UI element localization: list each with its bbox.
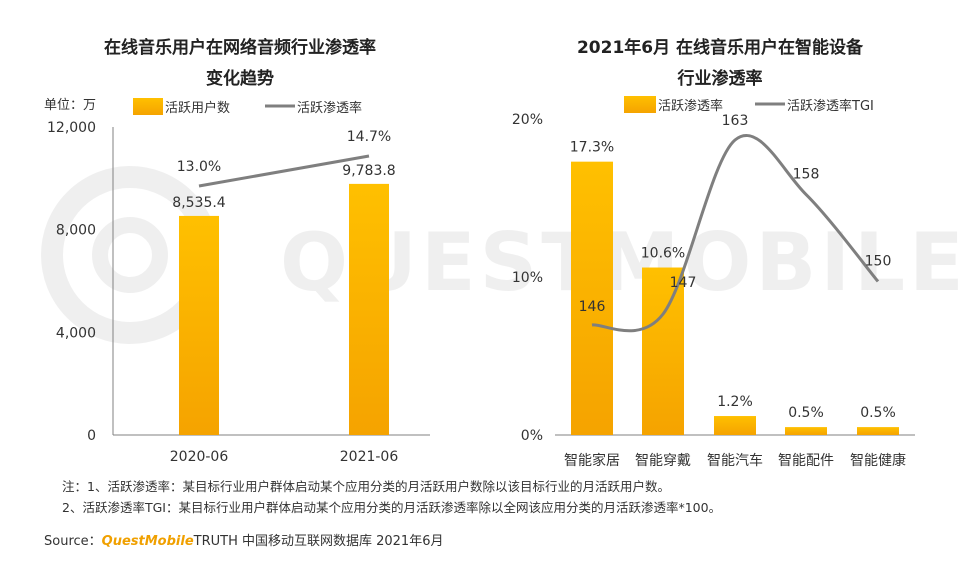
- left-line-path: [198, 154, 370, 188]
- right-x-tick-label: 智能配件: [778, 453, 834, 469]
- left-y-ticks: 0 4,000 8,000 12,000: [47, 120, 96, 444]
- left-x-ticks: 2020-06 2021-06: [170, 449, 399, 465]
- left-bars: 8,535.4 9,783.8: [172, 163, 396, 435]
- right-chart-title-line2: 行业渗透率: [677, 68, 763, 89]
- right-x-tick-label: 智能家居: [564, 452, 620, 469]
- right-chart-title: 2021年6月 在线音乐用户在智能设备: [577, 37, 864, 58]
- watermark: QUESTMOBILE: [41, 166, 960, 344]
- right-bar-value-label: 17.3%: [570, 140, 614, 156]
- right-bar-value-label: 0.5%: [788, 405, 824, 421]
- left-legend-line-label: 活跃渗透率: [297, 100, 362, 116]
- right-x-ticks: 智能家居 智能穿戴 智能汽车 智能配件 智能健康: [564, 452, 906, 469]
- note-line-2: 2、活跃渗透率TGI：某目标行业用户群体启动某个应用分类的月活跃渗透率除以全网该…: [62, 500, 721, 515]
- right-bar-value-label: 0.5%: [860, 405, 896, 421]
- right-line-value-label: 146: [579, 299, 606, 315]
- left-chart-title-line2: 变化趋势: [206, 68, 274, 89]
- left-line-series: 13.0% 14.7%: [177, 129, 391, 188]
- left-y-tick-label: 12,000: [47, 120, 96, 136]
- right-line-value-label: 163: [722, 113, 749, 129]
- source-suffix: TRUTH 中国移动互联网数据库 2021年6月: [193, 533, 444, 549]
- watermark-text: QUESTMOBILE: [280, 216, 960, 309]
- right-bar-value-label: 1.2%: [717, 394, 753, 410]
- right-bar: [571, 161, 613, 435]
- right-x-tick-label: 智能穿戴: [635, 453, 691, 469]
- right-legend-bar-swatch: [624, 96, 656, 113]
- right-bar-value-label: 10.6%: [641, 246, 685, 262]
- right-line-value-label: 158: [793, 166, 820, 182]
- left-line-value-label: 14.7%: [347, 129, 391, 145]
- left-y-tick-label: 0: [87, 428, 96, 444]
- left-x-tick-label: 2021-06: [340, 449, 399, 465]
- right-x-tick-label: 智能健康: [850, 452, 906, 469]
- right-line-value-label: 150: [865, 253, 892, 269]
- right-bar: [785, 427, 827, 435]
- right-y-tick-label: 20%: [512, 112, 543, 128]
- right-y-tick-label: 10%: [512, 270, 543, 286]
- right-chart: 2021年6月 在线音乐用户在智能设备 行业渗透率 活跃渗透率 活跃渗透率TGI…: [512, 37, 915, 469]
- right-legend-bar-label: 活跃渗透率: [658, 98, 723, 114]
- source-line: Source：QuestMobileTRUTH 中国移动互联网数据库 2021年…: [44, 533, 443, 549]
- source-brand: QuestMobile: [102, 534, 194, 549]
- left-unit-label: 单位：万: [44, 98, 96, 113]
- left-bar-value-label: 8,535.4: [172, 195, 226, 211]
- right-line-value-label: 147: [670, 275, 697, 291]
- left-legend-bar-label: 活跃用户数: [165, 100, 230, 116]
- right-bars: 17.3% 10.6% 1.2% 0.5% 0.5%: [570, 140, 899, 435]
- right-bar: [857, 427, 899, 435]
- left-x-tick-label: 2020-06: [170, 449, 229, 465]
- left-bar: [179, 215, 219, 435]
- left-y-tick-label: 8,000: [56, 223, 96, 239]
- left-line-value-label: 13.0%: [177, 159, 221, 175]
- right-y-tick-label: 0%: [521, 428, 543, 444]
- source-prefix: Source：: [44, 534, 102, 549]
- left-bar-value-label: 9,783.8: [342, 163, 395, 179]
- right-legend-line-label: 活跃渗透率TGI: [787, 98, 874, 114]
- right-line-series: 146 147 163 158 150: [579, 113, 892, 333]
- right-line-path: [591, 134, 880, 333]
- right-x-tick-label: 智能汽车: [707, 452, 763, 469]
- note-line-1: 注：1、活跃渗透率：某目标行业用户群体启动某个应用分类的月活跃用户数除以该目标行…: [62, 479, 670, 494]
- left-chart-title: 在线音乐用户在网络音频行业渗透率: [104, 37, 376, 58]
- right-bar: [714, 416, 756, 435]
- left-chart: 在线音乐用户在网络音频行业渗透率 变化趋势 单位：万 活跃用户数 活跃渗透率 0…: [44, 37, 430, 465]
- right-y-ticks: 0% 10% 20%: [512, 112, 543, 444]
- right-bar: [642, 267, 684, 435]
- left-bar: [349, 183, 389, 435]
- left-y-tick-label: 4,000: [56, 325, 96, 341]
- left-legend-bar-swatch: [133, 98, 163, 115]
